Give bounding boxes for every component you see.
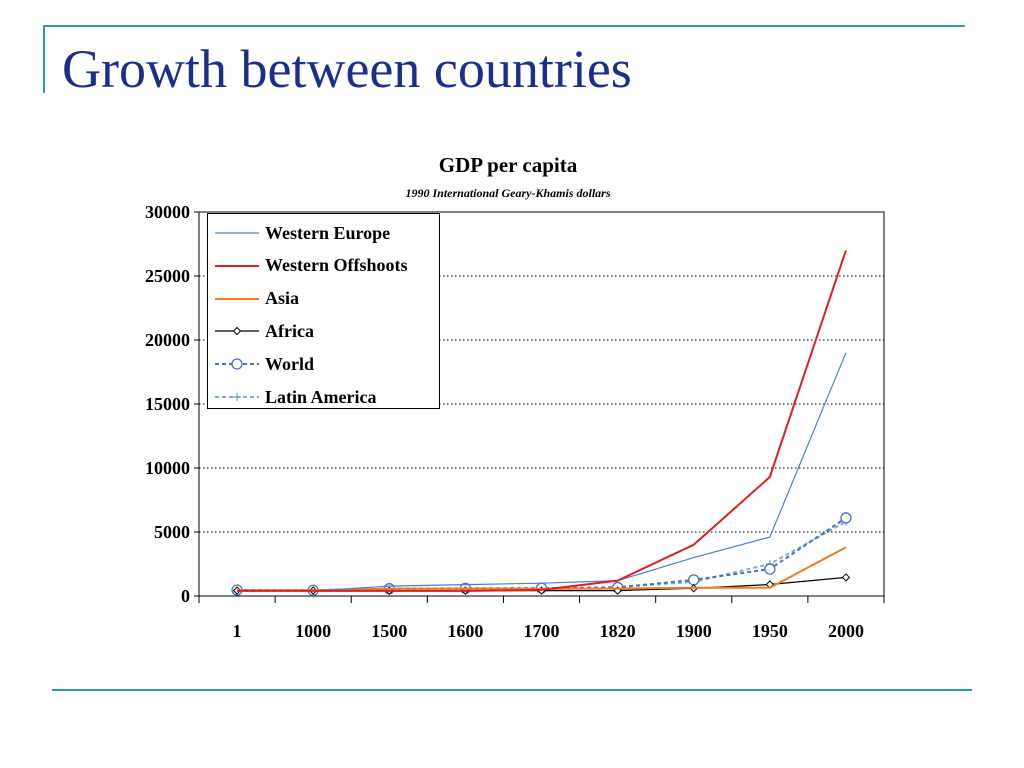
legend-item-western-offshoots: Western Offshoots [214, 253, 408, 279]
y-tick-label: 0 [181, 586, 190, 606]
legend-swatch-asia [215, 297, 259, 300]
footer-rule [52, 689, 972, 691]
series-line-world [237, 517, 847, 592]
x-tick-label: 1 [233, 621, 242, 641]
chart-title: GDP per capita [438, 153, 578, 177]
title-top-rule [43, 25, 965, 27]
legend-marker [233, 393, 241, 401]
legend-swatch-world [215, 358, 259, 370]
chart-legend: Western Europe Western Offshoots Asia Afric… [207, 213, 440, 409]
x-tick-label: 1500 [371, 621, 407, 641]
title-left-rule [43, 25, 45, 93]
legend-label: Western Offshoots [265, 255, 408, 276]
data-point-world [764, 563, 776, 575]
data-point-world [688, 574, 700, 586]
x-tick-label: 1950 [752, 621, 788, 641]
x-tick-label: 1820 [600, 621, 636, 641]
legend-marker [232, 327, 242, 336]
legend-label: Latin America [265, 386, 377, 407]
legend-swatch-western-offshoots [215, 264, 259, 267]
x-tick-label: 2000 [828, 621, 864, 641]
legend-swatch-latin-america [215, 393, 259, 401]
series-western-europe [237, 352, 847, 592]
legend-label: Africa [265, 320, 314, 341]
chart-subtitle: 1990 International Geary-Khamis dollars [405, 186, 611, 200]
legend-swatch-western-europe [215, 232, 259, 234]
y-tick-label: 5000 [154, 522, 190, 542]
legend-swatch-africa [215, 327, 259, 336]
legend-label: World [265, 353, 315, 374]
x-tick-label: 1000 [295, 621, 331, 641]
data-point-africa [841, 573, 851, 582]
x-tick-label: 1600 [447, 621, 483, 641]
legend-item-world: World [214, 351, 314, 377]
y-tick-label: 30000 [145, 202, 190, 222]
y-tick-label: 15000 [145, 394, 190, 414]
x-tick-label: 1700 [524, 621, 560, 641]
legend-label: Asia [265, 288, 300, 309]
series-western-offshoots [237, 250, 847, 592]
x-tick-label: 1900 [676, 621, 712, 641]
data-point-world [840, 512, 852, 524]
legend-label: Western Europe [265, 222, 391, 243]
slide-title: Growth between countries [62, 39, 632, 99]
y-tick-label: 25000 [145, 266, 190, 286]
legend-item-africa: Africa [214, 318, 314, 344]
legend-item-asia: Asia [214, 286, 299, 312]
legend-marker [231, 358, 243, 370]
series-line-western-offshoots [237, 250, 847, 592]
legend-item-latin-america: Latin America [214, 384, 376, 410]
series-line-western-europe [237, 352, 847, 592]
legend-item-western-europe: Western Europe [214, 220, 390, 246]
y-tick-label: 10000 [145, 458, 190, 478]
y-tick-label: 20000 [145, 330, 190, 350]
